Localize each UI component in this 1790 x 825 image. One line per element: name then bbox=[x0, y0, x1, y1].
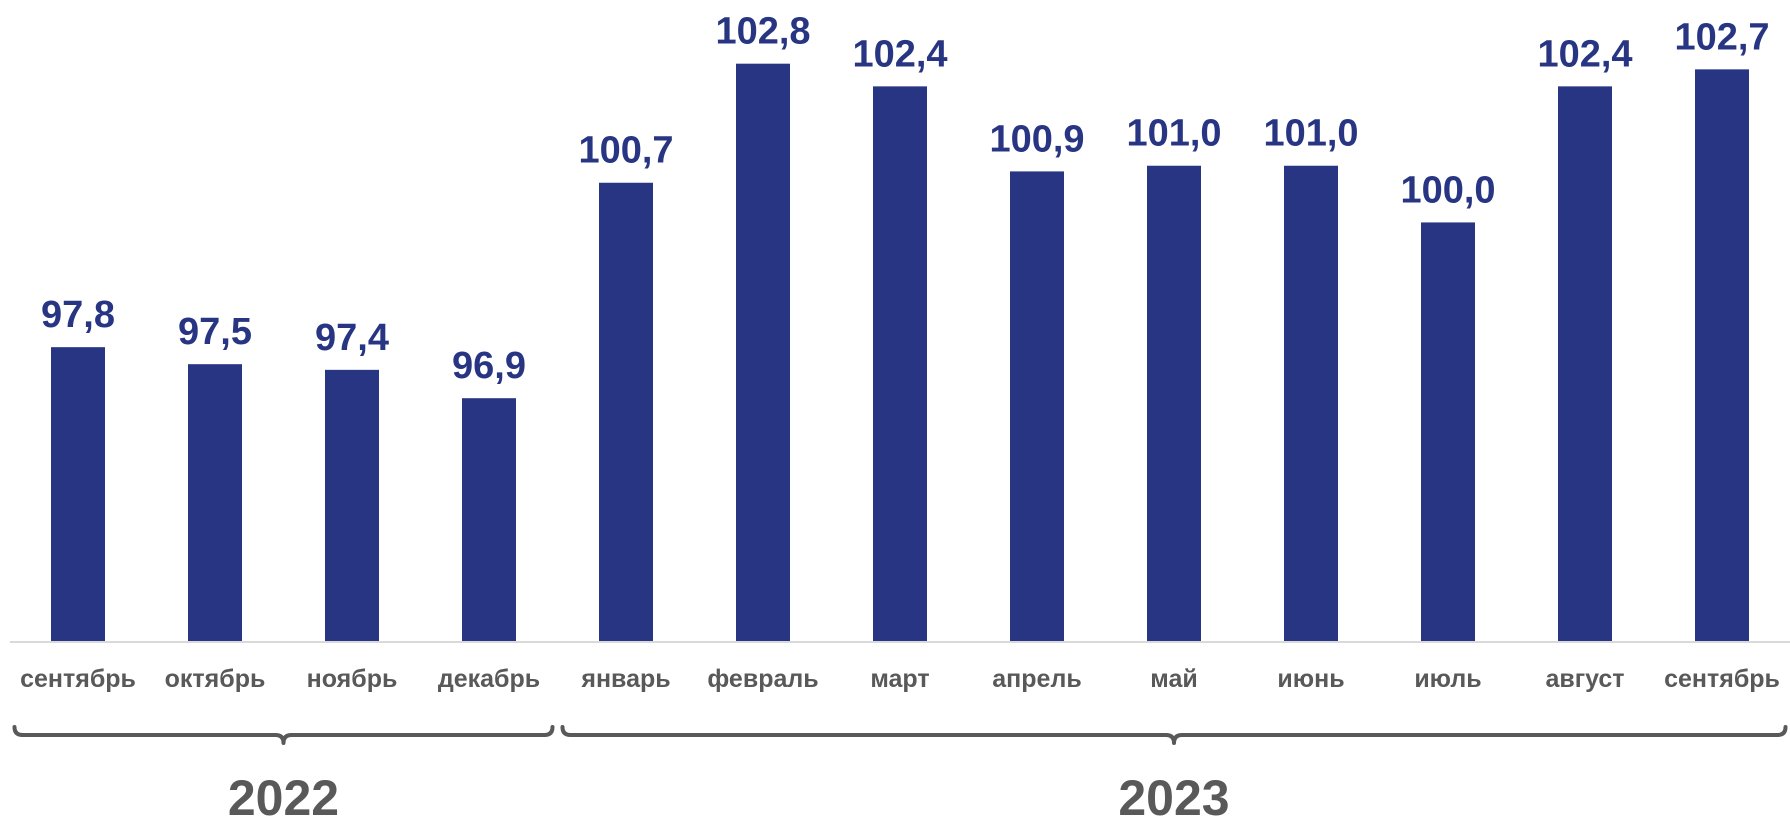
year-label: 2023 bbox=[1118, 770, 1229, 825]
bar-value-label: 102,4 bbox=[1537, 33, 1632, 75]
bar bbox=[1695, 69, 1749, 642]
bar bbox=[51, 347, 105, 642]
bar-value-label: 101,0 bbox=[1126, 113, 1221, 155]
category-label: сентябрь bbox=[1664, 665, 1780, 693]
bar-value-label: 102,4 bbox=[852, 33, 947, 75]
bar bbox=[1284, 165, 1338, 643]
category-label: август bbox=[1545, 665, 1624, 693]
bar-value-label: 97,5 bbox=[178, 311, 252, 353]
value-labels-layer: 97,8 97,5 97,4 96,9 100,7 102,8 102,4 100,9 101,… bbox=[41, 11, 1770, 388]
bar-value-label: 97,4 bbox=[315, 317, 389, 359]
category-label: октябрь bbox=[165, 665, 266, 693]
bars-layer bbox=[51, 63, 1749, 643]
bar-value-label: 102,8 bbox=[715, 11, 810, 53]
bar bbox=[1147, 165, 1201, 643]
category-labels-layer: сентябрь октябрь ноябрь декабрь январь феврал… bbox=[20, 665, 1780, 693]
year-brace bbox=[560, 725, 1788, 745]
category-label: март bbox=[870, 665, 929, 693]
bar bbox=[462, 398, 516, 642]
bar-value-label: 97,8 bbox=[41, 294, 115, 336]
bar-value-label: 96,9 bbox=[452, 345, 526, 387]
category-label: июнь bbox=[1277, 665, 1344, 693]
bar-value-label: 101,0 bbox=[1263, 113, 1358, 155]
year-braces-layer bbox=[12, 725, 1788, 745]
bar bbox=[1421, 222, 1475, 642]
bar bbox=[1010, 171, 1064, 643]
year-label: 2022 bbox=[228, 770, 339, 825]
category-label: ноябрь bbox=[307, 665, 398, 693]
year-brace bbox=[12, 725, 555, 745]
bar-value-label: 100,7 bbox=[578, 130, 673, 172]
category-label: январь bbox=[580, 665, 670, 693]
year-labels-layer: 2022 2023 bbox=[228, 770, 1230, 825]
bar bbox=[736, 63, 790, 642]
category-label: февраль bbox=[707, 665, 818, 693]
category-label: июль bbox=[1414, 665, 1481, 693]
category-label: апрель bbox=[992, 665, 1081, 693]
bar bbox=[599, 182, 653, 642]
bar-value-label: 100,9 bbox=[989, 118, 1084, 160]
category-label: декабрь bbox=[438, 665, 540, 693]
bar bbox=[188, 364, 242, 642]
bar bbox=[325, 369, 379, 642]
category-label: май bbox=[1150, 665, 1197, 693]
bar-value-label: 100,0 bbox=[1400, 169, 1495, 211]
bar-value-label: 102,7 bbox=[1674, 16, 1769, 58]
bar bbox=[873, 86, 927, 642]
category-label: сентябрь bbox=[20, 665, 136, 693]
bar bbox=[1558, 86, 1612, 642]
